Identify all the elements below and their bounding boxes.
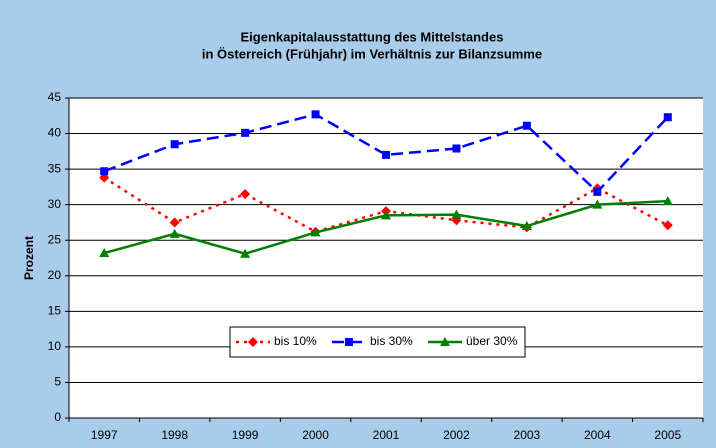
x-tick-label: 2004 [584,428,611,442]
marker [522,121,531,130]
y-tick-label: 35 [48,161,62,175]
marker [440,337,450,346]
x-tick-label: 2001 [373,428,400,442]
y-tick-label: 0 [54,410,61,424]
marker [662,220,673,231]
y-tick-label: 40 [48,126,62,140]
marker [169,217,180,228]
marker [593,187,602,196]
marker [170,140,179,149]
marker [240,189,251,199]
marker [241,128,250,137]
x-tick-label: 1999 [232,428,259,442]
marker [311,110,320,119]
y-tick-label: 45 [48,90,62,104]
x-tick-label: 1998 [161,428,188,442]
marker [382,150,390,159]
marker [310,227,321,237]
y-axis-label: Prozent [22,236,36,280]
legend [229,326,526,358]
x-tick-label: 2005 [654,428,681,442]
marker [663,113,672,122]
legend-label: bis 10% [274,334,317,348]
x-tick-label: 2002 [443,428,470,442]
marker [248,337,258,347]
marker [451,209,462,219]
series-line [103,113,669,194]
plot-area [69,98,703,418]
marker [452,144,461,153]
chart-title: in Österreich (Frühjahr) im Verhältnis z… [202,46,542,61]
y-tick-label: 30 [48,197,62,211]
legend-label: bis 30% [370,334,413,348]
marker [99,248,110,258]
marker [240,248,251,258]
marker [169,228,180,238]
marker [592,199,603,209]
marker [345,338,353,346]
marker [381,210,391,220]
y-tick-label: 25 [48,232,62,246]
legend-label: über 30% [466,334,518,348]
y-tick-label: 10 [48,339,62,353]
x-tick-label: 2003 [514,428,541,442]
marker [100,167,109,176]
y-tick-label: 15 [48,304,62,318]
marker [521,221,532,230]
chart-title: Eigenkapitalausstattung des Mittelstande… [241,29,504,44]
y-tick-label: 20 [48,268,62,282]
x-tick-label: 2000 [302,428,329,442]
x-tick-label: 1997 [91,428,118,442]
y-tick-label: 5 [54,375,61,389]
marker [662,196,673,206]
